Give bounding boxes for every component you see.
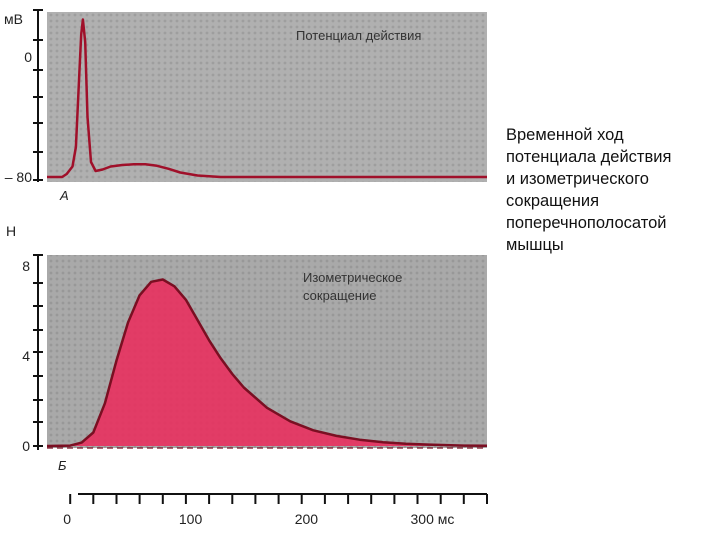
panel-a-y-axis: 0 – 80 xyxy=(5,9,43,185)
figure-caption: Временной ход потенциала действия и изом… xyxy=(506,124,711,256)
panel-a-label: А xyxy=(59,188,69,203)
panel-b-x-axis: 0 100 200 300 мс xyxy=(63,493,488,527)
contraction-line xyxy=(46,278,488,448)
panel-action-potential: Потенциал действия А мВ 0 – 80 xyxy=(4,9,487,203)
panel-b-y-tick-label: 4 xyxy=(22,348,30,364)
panel-isometric-contraction: Изометрическое сокращение Б Н 8 4 0 0 100 20… xyxy=(6,223,488,527)
caption-line: сокращения xyxy=(506,192,600,210)
panel-b-x-tick-label: 0 xyxy=(63,511,71,527)
action-potential-line xyxy=(47,18,487,179)
panel-b-title-line-2: сокращение xyxy=(303,288,376,303)
caption-line: и изометрического xyxy=(506,170,649,188)
panel-a-y-tick-label: – 80 xyxy=(5,169,32,185)
panel-a-y-tick-label: 0 xyxy=(24,49,32,65)
contraction-area xyxy=(47,279,487,446)
caption-line: Временной ход xyxy=(506,126,624,144)
panel-b-y-tick-label: 8 xyxy=(22,258,30,274)
panel-b-label: Б xyxy=(58,458,67,473)
panel-b-ylabel: Н xyxy=(6,223,16,239)
panel-b-x-tick-label: 300 мс xyxy=(411,511,455,527)
caption-line: мышцы xyxy=(506,236,564,254)
caption-line: поперечнополосатой xyxy=(506,214,667,232)
panel-b-y-tick-label: 0 xyxy=(22,438,30,454)
panel-b-x-tick-label: 200 xyxy=(295,511,319,527)
panel-b-y-axis: 8 4 0 xyxy=(22,254,43,454)
panel-b-title-line-1: Изометрическое xyxy=(303,270,402,285)
panel-b-x-tick-label: 100 xyxy=(179,511,203,527)
panel-a-ylabel: мВ xyxy=(4,11,23,27)
panel-a-texture xyxy=(47,12,487,182)
caption-line: потенциала действия xyxy=(506,148,672,166)
panel-a-title: Потенциал действия xyxy=(296,28,421,43)
